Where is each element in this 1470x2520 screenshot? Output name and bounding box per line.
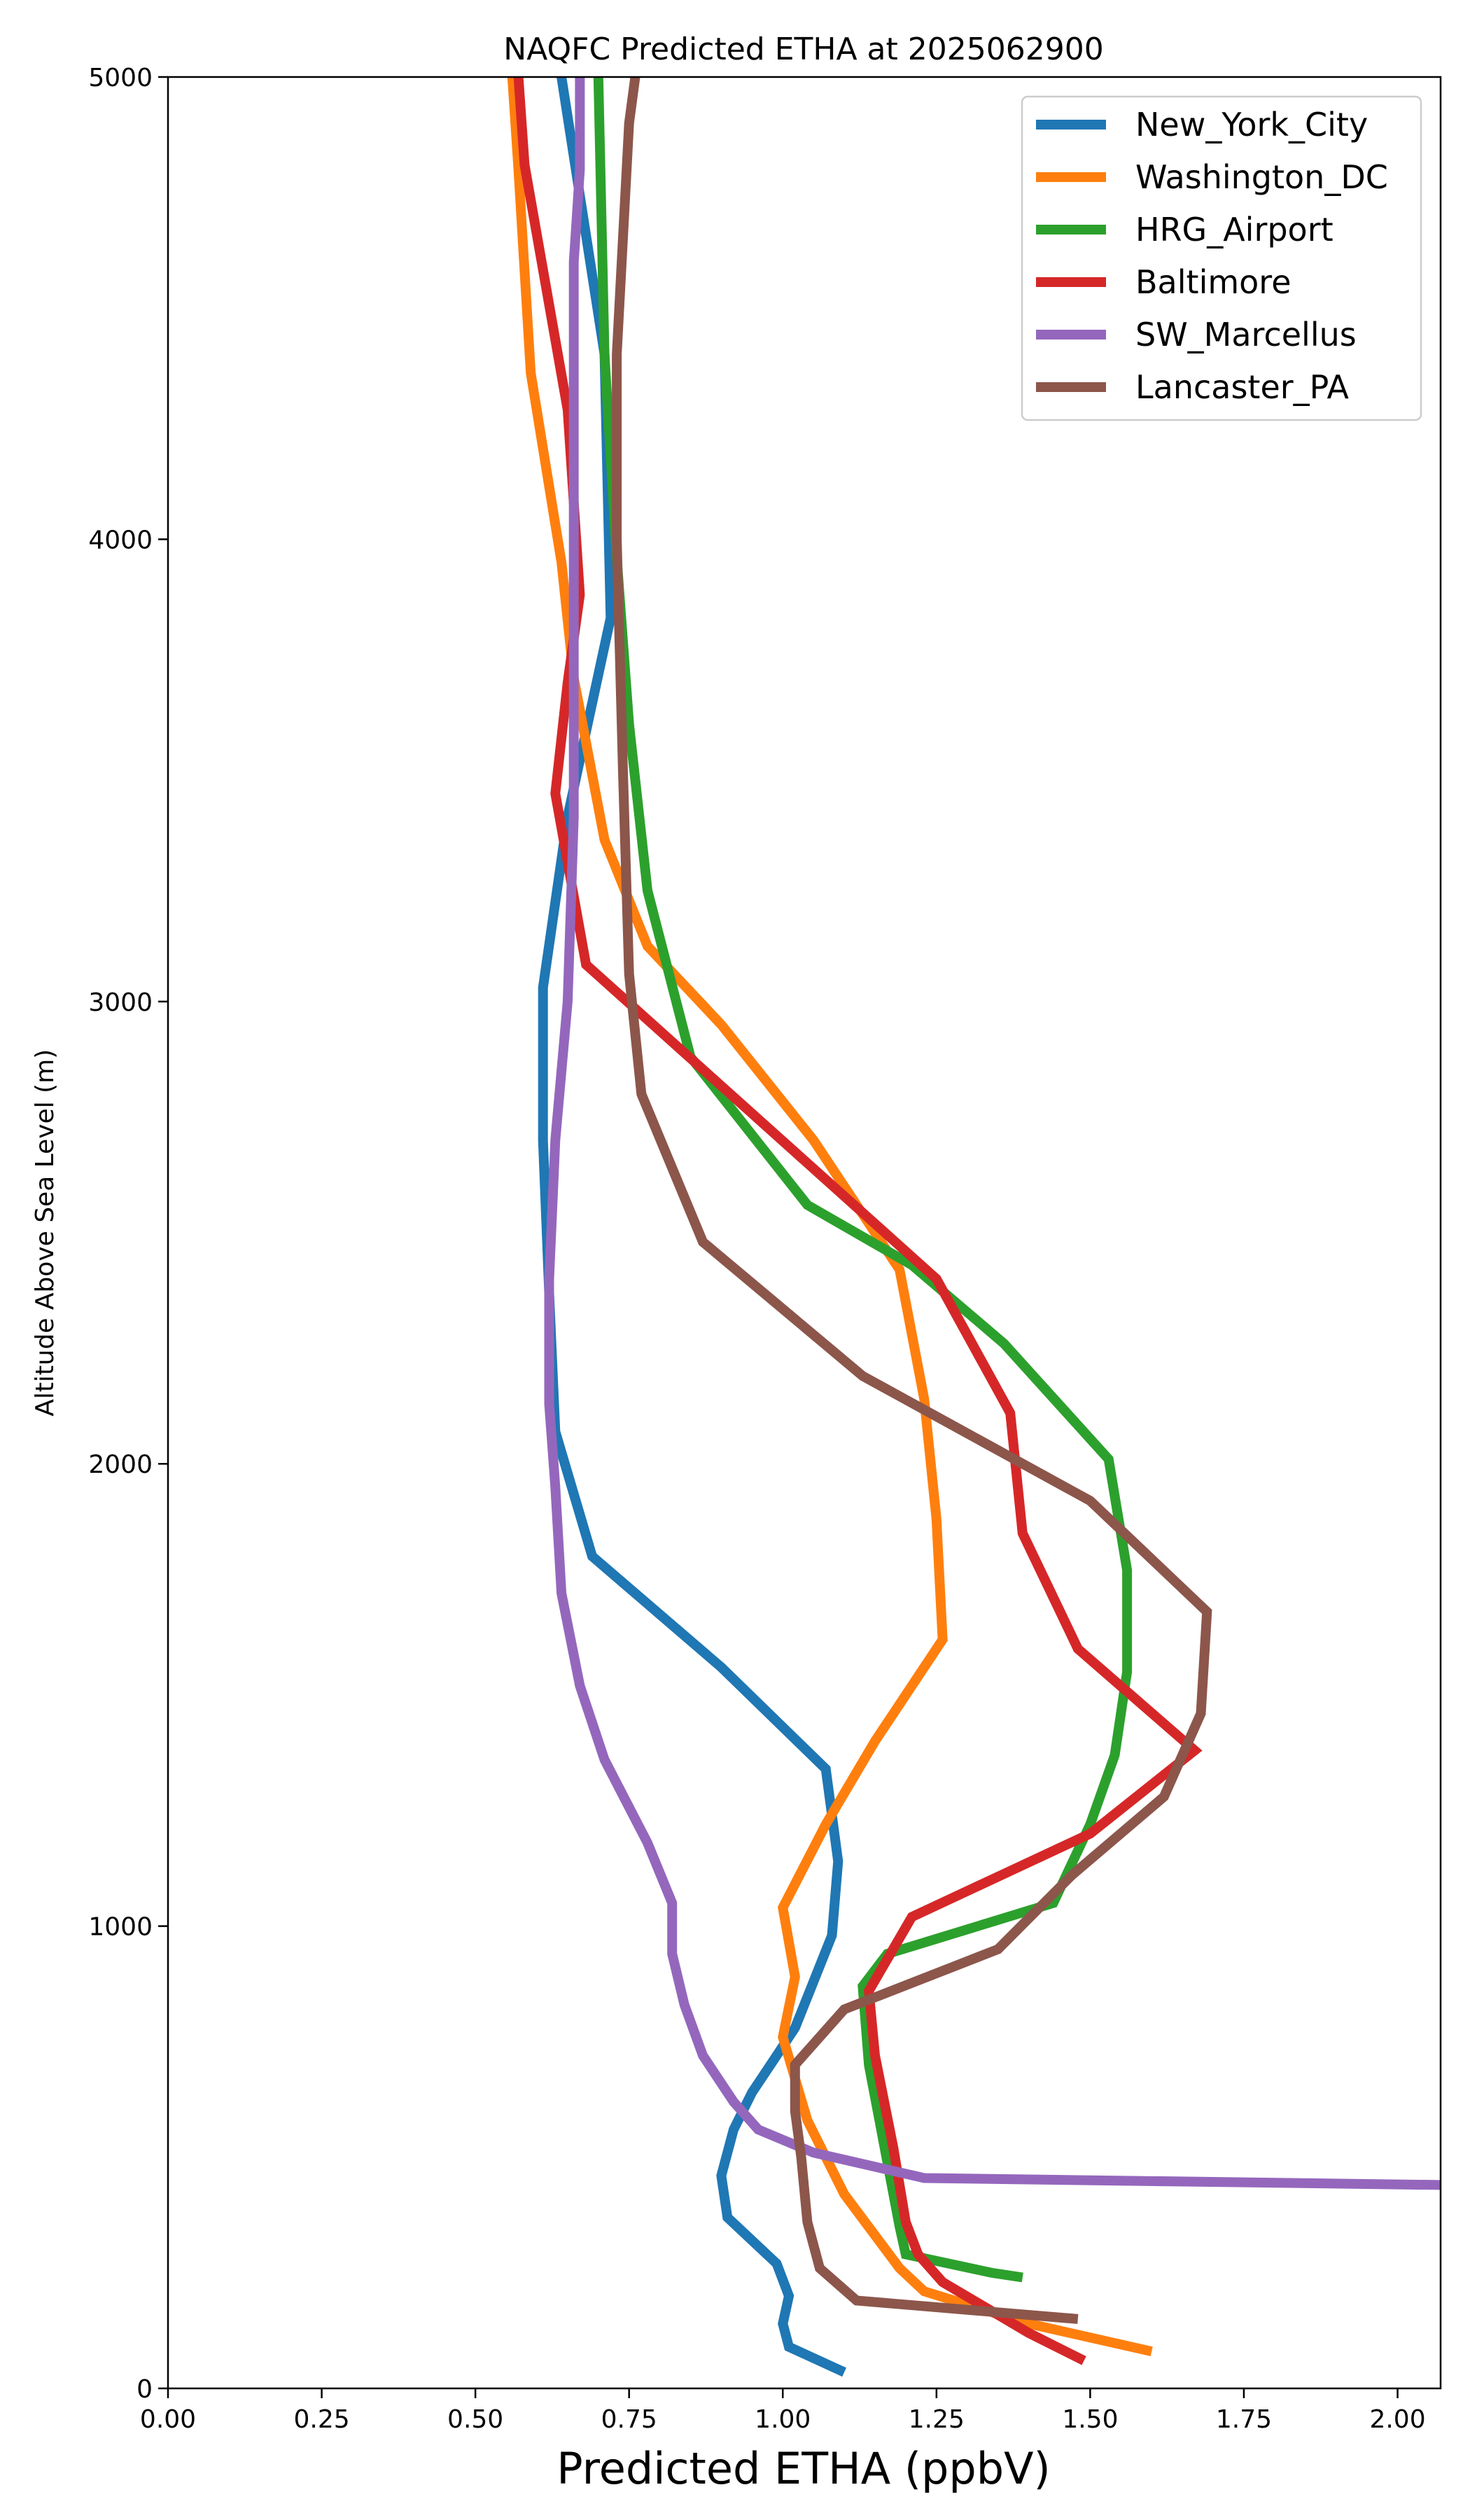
legend-label: Baltimore xyxy=(1135,263,1292,301)
y-tick-label: 0 xyxy=(136,2375,153,2404)
x-tick-label: 2.00 xyxy=(1369,2405,1425,2434)
x-tick-label: 1.00 xyxy=(755,2405,811,2434)
plot-frame xyxy=(167,76,1442,2390)
legend-label: New_York_City xyxy=(1135,106,1368,144)
series-layer xyxy=(507,77,1441,2377)
y-tick-label: 4000 xyxy=(88,526,153,554)
y-tick-label: 5000 xyxy=(88,64,153,92)
legend-label: Lancaster_PA xyxy=(1135,368,1349,406)
x-tick-label: 0.75 xyxy=(601,2405,657,2434)
x-tick-label: 1.25 xyxy=(909,2405,965,2434)
series-line-hrg-airport xyxy=(593,77,1133,2283)
x-axis-label: Predicted ETHA (ppbV) xyxy=(556,2443,1050,2494)
x-tick-label: 1.50 xyxy=(1062,2405,1118,2434)
x-tick-label: 0.00 xyxy=(140,2405,196,2434)
x-tick-label: 0.50 xyxy=(447,2405,503,2434)
legend-label: Washington_DC xyxy=(1135,158,1388,196)
x-tick-label: 1.75 xyxy=(1216,2405,1272,2434)
x-tick-label: 0.25 xyxy=(293,2405,349,2434)
series-line-new-york-city xyxy=(538,77,847,2377)
y-tick-label: 3000 xyxy=(88,988,153,1017)
legend-label: HRG_Airport xyxy=(1135,211,1334,248)
legend-box xyxy=(1021,95,1422,421)
y-axis-label: Altitude Above Sea Level (m) xyxy=(31,1049,59,1417)
y-tick-label: 2000 xyxy=(88,1450,153,1479)
x-axis: 0.00 0.25 0.50 0.75 1.00 1.25 1.50 1.75 2.00 xyxy=(140,2388,1426,2434)
y-tick-label: 1000 xyxy=(88,1913,153,1942)
chart-title: NAQFC Predicted ETHA at 2025062900 xyxy=(503,31,1103,67)
legend: New_York_City Washington_DC HRG_Airport Bal… xyxy=(1021,95,1422,421)
y-axis: 0 1000 2000 3000 4000 5000 xyxy=(88,64,168,2404)
legend-label: SW_Marcellus xyxy=(1135,316,1357,354)
series-line-sw-marcellus xyxy=(544,77,1441,2190)
series-line-lancaster-pa xyxy=(612,77,1212,2324)
